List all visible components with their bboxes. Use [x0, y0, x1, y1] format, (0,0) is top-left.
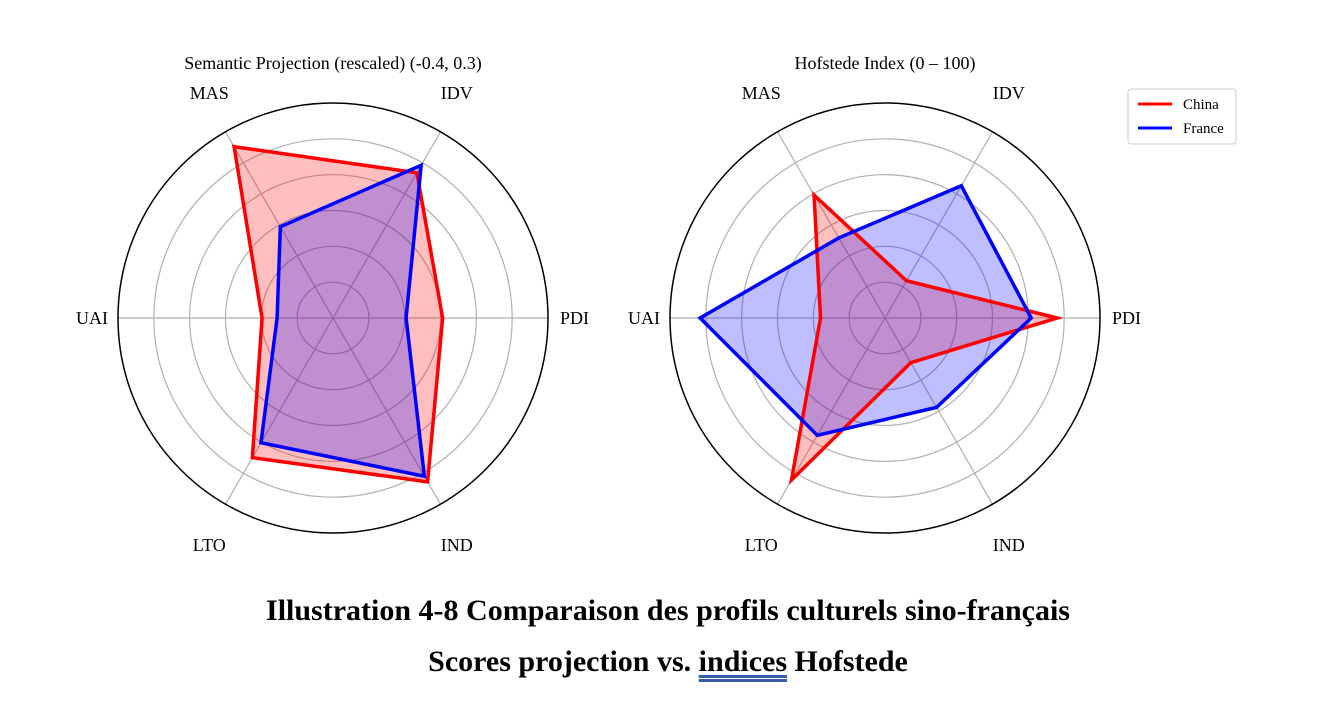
legend-france-label: France — [1183, 121, 1224, 137]
radar-chart-hofstede-index: PDI IDV MAS UAI LTO IND Hofstede Index (0 – 10… — [628, 53, 1141, 555]
legend-china-label: China — [1183, 97, 1219, 113]
series-fill-france — [260, 165, 425, 477]
radar-chart-semantic-projection: PDI IDV MAS UAI LTO IND Semantic Projection (r… — [76, 53, 589, 555]
series-fill-china — [234, 146, 443, 482]
axis-label-mas: MAS — [190, 83, 229, 103]
legend: China France — [1127, 88, 1237, 145]
grid-spoke — [776, 131, 886, 319]
caption-underlined-word: indices — [698, 645, 788, 678]
series-line-france — [697, 183, 1034, 438]
grid-spoke — [224, 131, 334, 319]
axis-label-pdi: PDI — [560, 308, 589, 328]
polar-frame — [669, 102, 1101, 534]
axis-label-ind: IND — [993, 535, 1025, 555]
axis-label-ind: IND — [441, 535, 473, 555]
series-line-china — [231, 144, 445, 484]
caption-text-after: Hofstede — [787, 645, 908, 678]
axis-label-uai: UAI — [76, 308, 108, 328]
series-line-france — [259, 162, 427, 479]
axis-label-uai: UAI — [628, 308, 660, 328]
axis-label-lto: LTO — [745, 535, 778, 555]
figure-caption-line-2: Scores projection vs. indices Hofstede — [0, 645, 1336, 679]
figure: PDI IDV MAS UAI LTO IND Semantic Projection (r… — [76, 53, 1237, 555]
series-fill-china — [791, 195, 1057, 480]
chart-title: Semantic Projection (rescaled) (-0.4, 0.… — [184, 53, 481, 74]
series-fill-france — [700, 185, 1032, 436]
axis-label-mas: MAS — [742, 83, 781, 103]
figure-caption-line-1: Illustration 4-8 Comparaison des profils… — [266, 594, 1070, 627]
axis-label-pdi: PDI — [1112, 308, 1141, 328]
series-line-china — [788, 190, 1064, 486]
grid-spoke — [776, 317, 886, 505]
grid-spoke — [884, 317, 994, 505]
grid-spoke — [884, 131, 994, 319]
chart-title: Hofstede Index (0 – 100) — [795, 53, 976, 74]
axis-label-idv: IDV — [441, 83, 473, 103]
axis-label-idv: IDV — [993, 83, 1025, 103]
caption-text-before: Scores projection vs. — [428, 645, 699, 678]
polar-frame — [117, 102, 549, 534]
axis-label-lto: LTO — [193, 535, 226, 555]
grid-spoke — [224, 317, 334, 505]
